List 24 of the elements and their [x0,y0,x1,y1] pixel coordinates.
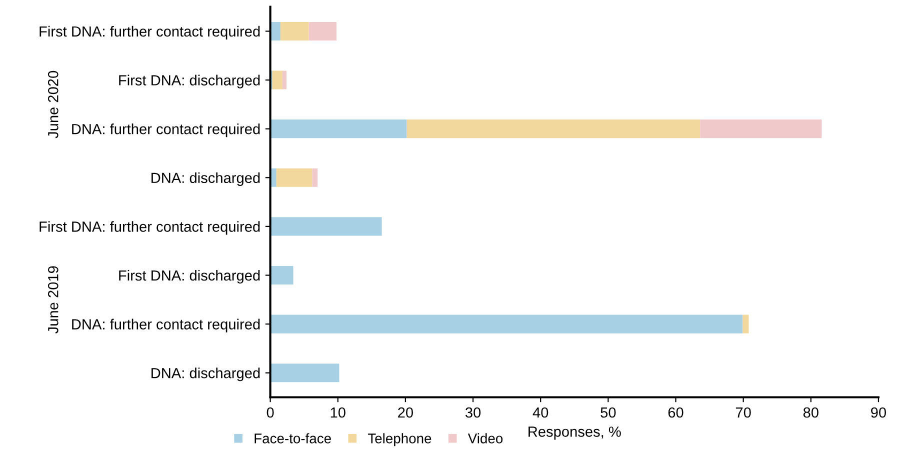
legend-label: Face-to-face [254,433,331,444]
x-tick-label: 70 [736,407,751,418]
x-tick-label: 20 [398,407,413,418]
x-tick-label: 30 [465,407,481,418]
x-tick-label: 40 [532,407,548,418]
y-tick-label: DNA: further contact required [72,318,260,332]
text: June 2020 [48,70,58,138]
text: June 2019 [48,266,58,334]
x-tick-label: 10 [330,407,346,418]
legend-label: Telephone [368,433,432,446]
x-tick-label: 0 [266,407,274,418]
x-axis-title: Responses, % [528,426,621,440]
y-tick-label: DNA: discharged [152,172,260,186]
y-tick-label: First DNA: discharged [119,270,260,284]
y-tick-label: First DNA: further contact required [40,221,260,235]
legend-label: Video [468,433,503,444]
y-tick-label: DNA: further contact required [72,124,260,138]
x-tick-label: 50 [600,407,616,418]
x-tick-label: 80 [803,407,818,418]
x-tick-label: 60 [668,407,684,418]
x-tick-label: 90 [871,407,886,418]
y-tick-label: First DNA: discharged [119,74,260,88]
y-tick-label: DNA: discharged [152,368,260,382]
y-tick-label: First DNA: further contact required [40,26,260,40]
